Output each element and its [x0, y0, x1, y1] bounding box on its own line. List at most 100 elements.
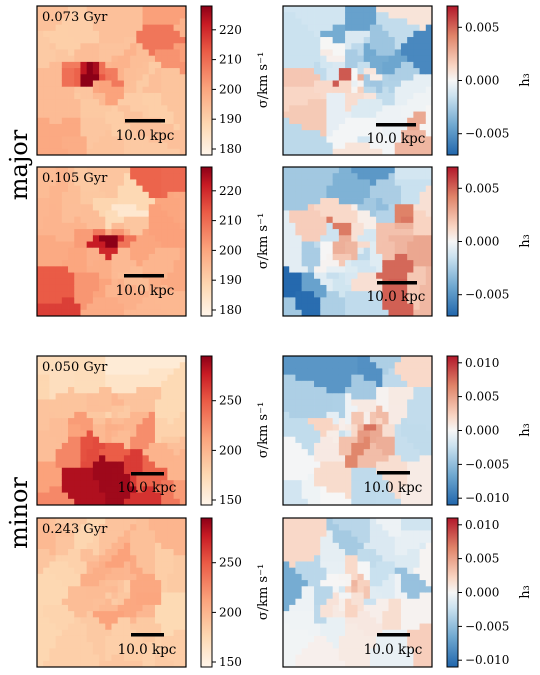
- map-cell: [413, 498, 420, 506]
- map-cell: [167, 393, 174, 400]
- map-cell: [369, 247, 377, 255]
- map-cell: [61, 430, 69, 438]
- map-cell: [92, 309, 100, 317]
- map-cell: [326, 623, 334, 631]
- map-cell: [307, 561, 315, 569]
- map-cell: [295, 623, 303, 631]
- map-cell: [351, 573, 358, 581]
- map-cell: [376, 222, 383, 230]
- map-cell: [136, 518, 143, 525]
- map-cell: [382, 617, 389, 624]
- map-cell: [345, 461, 352, 469]
- map-cell: [357, 297, 365, 304]
- map-cell: [338, 542, 346, 550]
- map-cell: [326, 486, 334, 493]
- map-cell: [92, 498, 100, 506]
- map-cell: [161, 436, 168, 444]
- map-cell: [142, 399, 150, 407]
- map-cell: [407, 530, 414, 538]
- map-cell: [136, 356, 143, 363]
- map-cell: [289, 241, 296, 249]
- map-cell: [351, 461, 358, 469]
- map-cell: [394, 55, 402, 63]
- map-cell: [92, 278, 100, 286]
- map-cell: [154, 204, 162, 211]
- map-cell: [413, 37, 420, 44]
- map-cell: [425, 492, 433, 500]
- map-cell: [314, 43, 321, 50]
- map-cell: [326, 142, 334, 150]
- map-cell: [345, 167, 352, 174]
- map-cell: [326, 198, 334, 205]
- map-cell: [382, 660, 389, 668]
- map-cell: [130, 442, 137, 450]
- map-cell: [345, 436, 352, 444]
- map-cell: [130, 260, 137, 267]
- map-cell: [123, 303, 131, 311]
- map-cell: [413, 74, 420, 81]
- map-cell: [351, 37, 358, 44]
- map-cell: [295, 74, 303, 81]
- map-cell: [351, 418, 358, 425]
- map-cell: [179, 498, 187, 506]
- cbar-tick-label: −0.005: [465, 457, 509, 471]
- map-cell: [326, 424, 334, 431]
- map-cell: [55, 623, 63, 631]
- map-cell: [74, 424, 81, 431]
- map-cell: [117, 167, 125, 174]
- map-cell: [148, 418, 156, 425]
- map-cell: [283, 229, 290, 236]
- map-cell: [314, 399, 321, 407]
- map-cell: [86, 648, 94, 655]
- scale-bar-0: [125, 119, 165, 123]
- map-cell: [295, 278, 303, 286]
- map-cell: [394, 399, 402, 407]
- map-cell: [161, 598, 168, 606]
- map-cell: [369, 303, 377, 311]
- map-cell: [86, 498, 94, 506]
- map-cell: [332, 247, 340, 255]
- map-cell: [314, 635, 321, 643]
- map-cell: [388, 167, 396, 174]
- map-cell: [37, 74, 44, 81]
- map-cell: [43, 148, 50, 156]
- map-cell: [363, 399, 371, 407]
- map-cell: [80, 542, 88, 550]
- map-cell: [283, 6, 290, 13]
- map-cell: [154, 68, 162, 75]
- map-cell: [136, 74, 143, 81]
- map-cell: [407, 648, 414, 655]
- map-cell: [86, 303, 94, 311]
- map-cell: [400, 498, 408, 506]
- map-cell: [43, 272, 50, 280]
- map-cell: [307, 542, 315, 550]
- map-cell: [130, 6, 137, 13]
- map-cell: [173, 356, 181, 363]
- map-cell: [376, 430, 383, 438]
- map-cell: [86, 210, 94, 218]
- map-cell: [363, 173, 371, 180]
- map-cell: [363, 530, 371, 538]
- h3-cbar-fill-1: [446, 166, 459, 317]
- map-cell: [179, 436, 187, 444]
- map-cell: [167, 86, 174, 94]
- map-cell: [154, 185, 162, 193]
- map-cell: [407, 253, 414, 261]
- map-cell: [289, 405, 296, 413]
- map-cell: [111, 561, 119, 569]
- map-cell: [369, 111, 377, 119]
- map-cell: [74, 43, 81, 50]
- map-cell: [369, 436, 377, 444]
- map-cell: [376, 598, 383, 606]
- map-cell: [49, 111, 57, 119]
- map-cell: [301, 253, 309, 261]
- time-label-3: 0.243 Gyr: [42, 522, 108, 537]
- map-cell: [332, 561, 340, 569]
- map-cell: [161, 567, 168, 575]
- map-cell: [111, 216, 119, 224]
- map-cell: [326, 222, 334, 230]
- map-cell: [117, 436, 125, 444]
- map-cell: [111, 449, 119, 456]
- map-cell: [123, 617, 131, 624]
